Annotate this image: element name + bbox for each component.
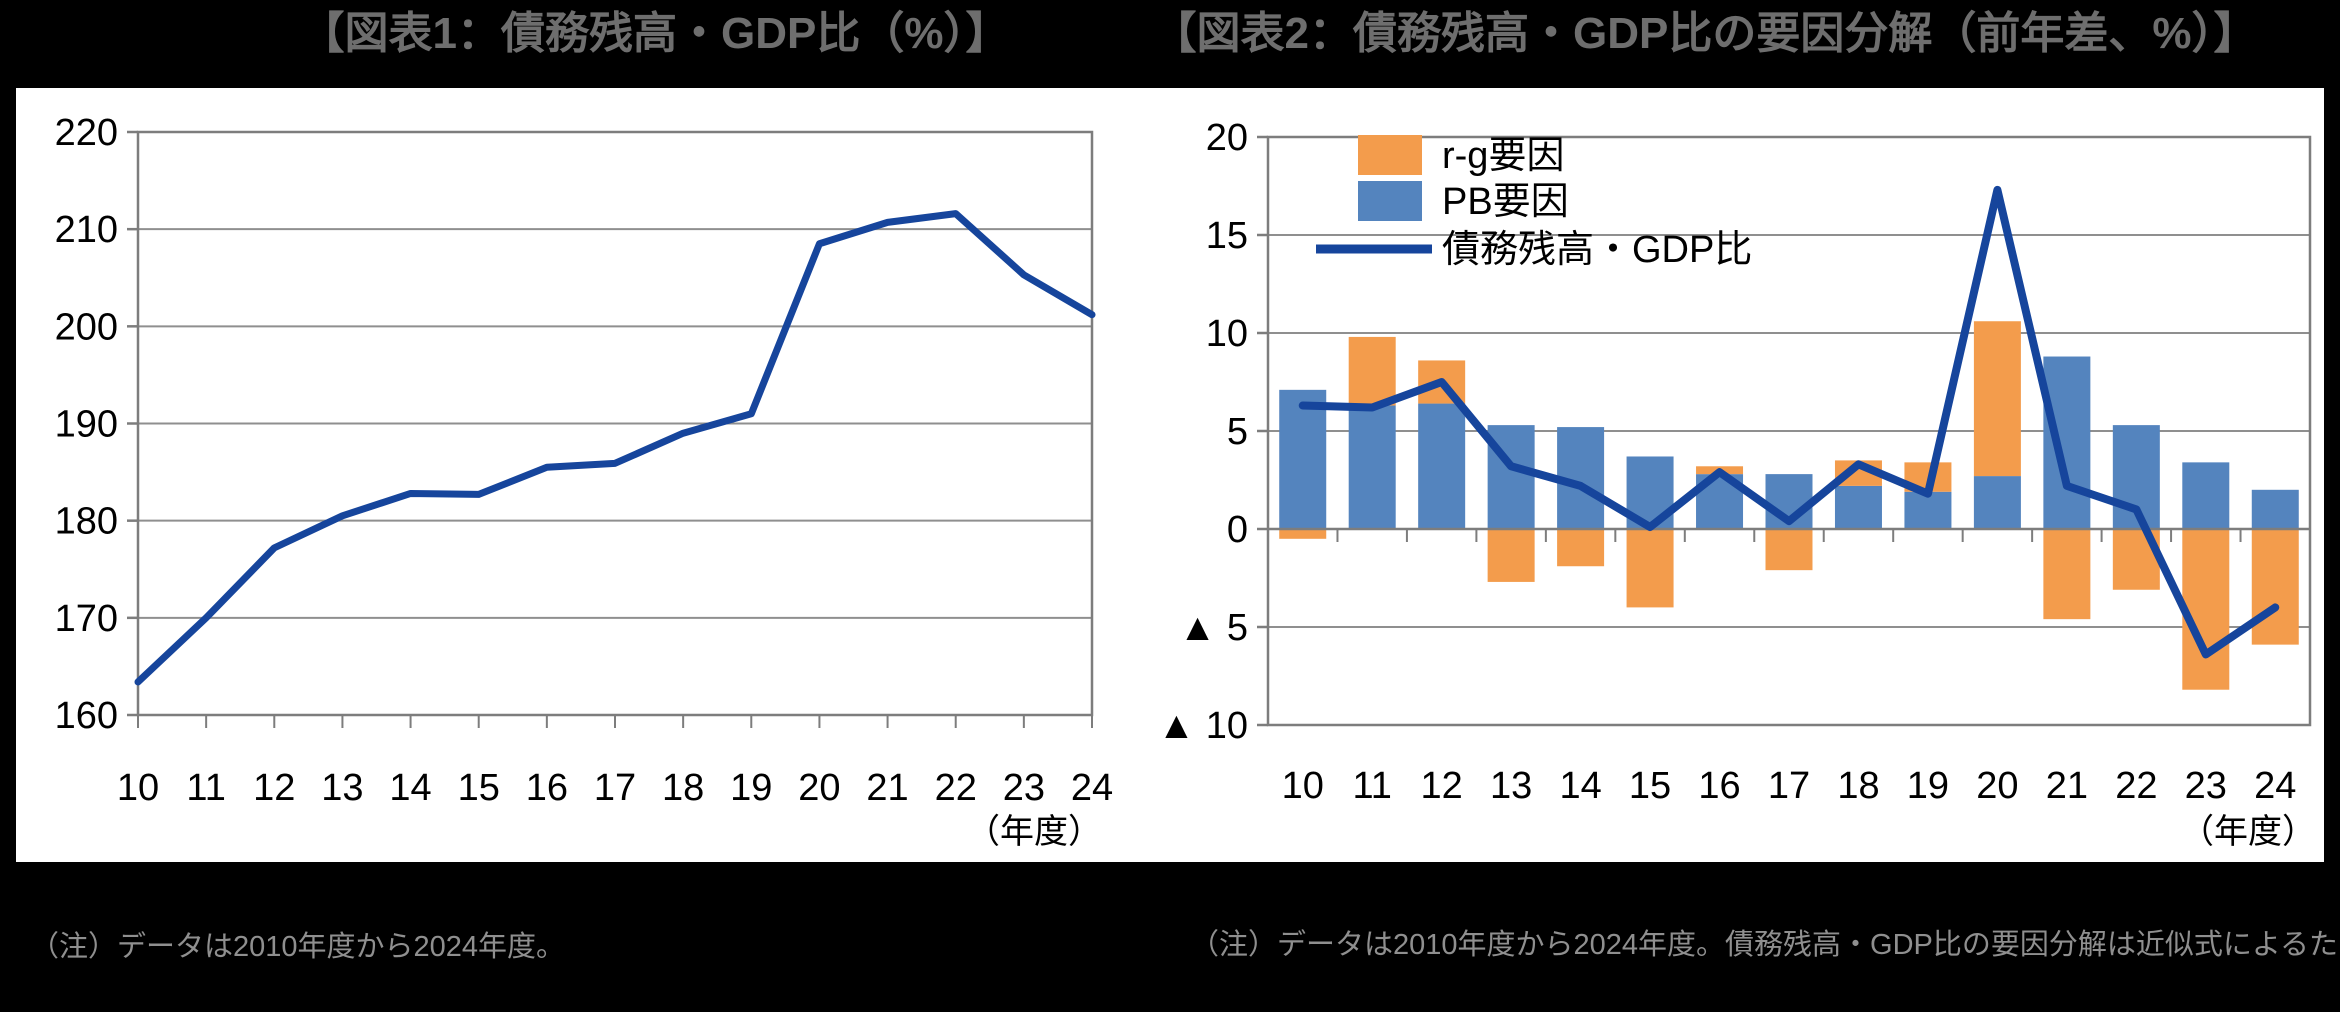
plot-border — [1266, 135, 2312, 727]
bar-segment — [2043, 356, 2091, 529]
bar-segment — [1279, 389, 1327, 529]
bar-segment — [1418, 403, 1466, 529]
y-tick-label: 180 — [55, 501, 118, 543]
fig2-note-line-1: （注）データは2010年度から2024年度。債務残高・GDP比の要因分解は近似式… — [1190, 929, 2340, 961]
x-tick-label: 13 — [1490, 765, 1532, 807]
x-tick-label: 24 — [1071, 767, 1113, 809]
bar-segment — [1487, 529, 1535, 582]
x-tick-label: 17 — [1768, 765, 1810, 807]
x-tick-label: 10 — [1282, 765, 1324, 807]
x-tick-label: 12 — [1421, 765, 1463, 807]
y-tick-label: 5 — [1227, 411, 1248, 453]
bar-segment — [2043, 529, 2091, 620]
y-tick-label: 200 — [55, 306, 118, 348]
y-tick-label: 0 — [1227, 509, 1248, 551]
fig1-x-unit-label: （年度） — [966, 813, 1102, 851]
x-tick-label: 15 — [1629, 765, 1671, 807]
x-tick-label: 19 — [1907, 765, 1949, 807]
x-tick-label: 21 — [2046, 765, 2088, 807]
x-tick-label: 18 — [662, 767, 704, 809]
fig1-plot: 160 170 180 190 200 210 220 10 11 12 13 14 15 16 17 18 1… — [55, 112, 1114, 809]
bar-segment — [1765, 529, 1813, 571]
x-tick-label: 24 — [2254, 765, 2296, 807]
x-tick-label: 23 — [2185, 765, 2227, 807]
bar-segment — [1973, 476, 2021, 529]
fig2-x-unit-label: （年度） — [2180, 813, 2316, 851]
legend-item-label: PB要因 — [1442, 181, 1569, 223]
y-tick-label: 170 — [55, 598, 118, 640]
y-tick-label: 15 — [1206, 215, 1248, 257]
x-tick-label: 20 — [798, 767, 840, 809]
bar-segment — [2251, 529, 2299, 645]
bar-segment — [1348, 336, 1396, 406]
x-tick-label: 17 — [594, 767, 636, 809]
x-tick-label: 11 — [1352, 765, 1391, 807]
x-tick-label: 15 — [458, 767, 500, 809]
bar-segment — [1279, 529, 1327, 539]
x-tick-label: 16 — [1698, 765, 1740, 807]
x-tick-label: 16 — [526, 767, 568, 809]
x-tick-label: 22 — [935, 767, 977, 809]
bar-segment — [2251, 489, 2299, 529]
x-tick-label: 14 — [1559, 765, 1601, 807]
bar-segment — [1557, 529, 1605, 567]
y-tick-label: 160 — [55, 695, 118, 737]
x-tick-label: 21 — [866, 767, 908, 809]
y-tick-label: 210 — [55, 209, 118, 251]
y-tick-label: ▲ 5 — [1179, 607, 1248, 649]
x-tick-label: 22 — [2115, 765, 2157, 807]
y-tick-label: ▲ 10 — [1158, 705, 1248, 747]
fig2-line-series — [1298, 185, 2280, 659]
x-tick-label: 18 — [1837, 765, 1879, 807]
x-tick-label: 23 — [1003, 767, 1045, 809]
x-tick-label: 12 — [253, 767, 295, 809]
y-tick-label: 20 — [1206, 117, 1248, 159]
x-tick-label: 11 — [186, 767, 225, 809]
legend-swatch-2 — [1358, 181, 1422, 221]
fig1-note-line-1: （注）データは2010年度から2024年度。 — [30, 931, 566, 963]
legend-item-label: r-g要因 — [1442, 135, 1564, 177]
bar-segment — [1834, 485, 1882, 529]
fig1-line-series — [134, 210, 1096, 686]
y-tick-label: 190 — [55, 404, 118, 446]
x-tick-label: 20 — [1976, 765, 2018, 807]
bar-segment — [1904, 491, 1952, 529]
y-tick-label: 220 — [55, 112, 118, 154]
fig2-notes: （注）データは2010年度から2024年度。債務残高・GDP比の要因分解は近似式… — [1190, 860, 2340, 1012]
fig1-title: 【図表1：債務残高・GDP比（%）】 — [300, 9, 1010, 58]
legend-item-label: 債務残高・GDP比 — [1442, 229, 1752, 271]
y-tick-label: 10 — [1206, 313, 1248, 355]
legend-swatch-1 — [1358, 135, 1422, 175]
bar-segment — [1626, 529, 1674, 608]
bar-segment — [2182, 462, 2230, 529]
bar-segment — [2182, 529, 2230, 690]
fig2-plot: ▲ 10 ▲ 5 0 5 10 15 20 10 11 12 13 14 15 16 17 18 19 20 21 2… — [1158, 117, 2312, 807]
bar-segment — [1973, 321, 2021, 477]
fig2-title: 【図表2：債務残高・GDP比の要因分解（前年差、%）】 — [1152, 9, 2258, 58]
fig1-notes: （注）データは2010年度から2024年度。 （出所）内閣府のデータを基に三井住… — [30, 862, 940, 1012]
bar-segment — [1348, 405, 1396, 529]
x-tick-label: 13 — [321, 767, 363, 809]
x-tick-label: 14 — [389, 767, 431, 809]
x-tick-label: 10 — [117, 767, 159, 809]
x-tick-label: 19 — [730, 767, 772, 809]
